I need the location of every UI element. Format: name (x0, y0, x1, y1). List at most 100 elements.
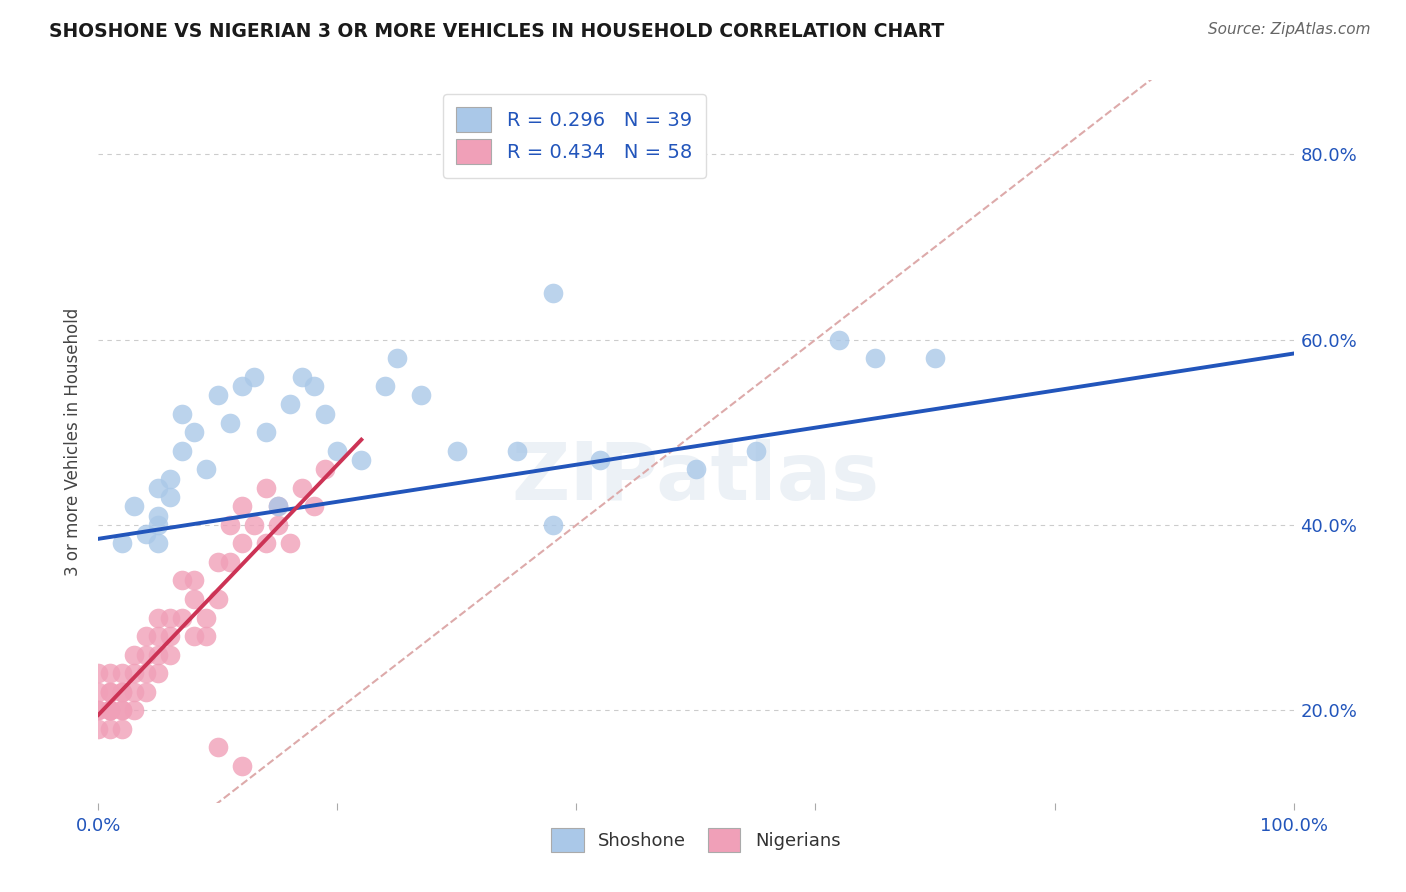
Point (98, 703, 122, 717)
Point (183, 592, 205, 607)
Point (98, 666, 122, 681)
Point (172, 574, 194, 588)
Point (278, 397, 301, 411)
Point (924, 351, 946, 366)
Point (159, 629, 181, 643)
Point (135, 666, 157, 681)
Point (302, 379, 325, 393)
Point (254, 425, 277, 440)
Point (87, 703, 110, 717)
Point (745, 443, 768, 458)
Point (506, 443, 529, 458)
Point (124, 666, 146, 681)
Point (148, 508, 170, 523)
Point (219, 555, 242, 569)
Point (231, 758, 253, 772)
Point (98, 703, 122, 717)
Legend: Shoshone, Nigerians: Shoshone, Nigerians (544, 822, 848, 859)
Point (98, 684, 122, 698)
Point (111, 684, 134, 698)
Point (124, 500, 146, 514)
Point (207, 592, 229, 607)
Point (315, 407, 337, 421)
Point (111, 536, 134, 550)
Point (172, 443, 194, 458)
Point (124, 648, 146, 662)
Point (135, 648, 157, 662)
Point (411, 388, 433, 402)
Point (148, 481, 170, 495)
Point (231, 500, 253, 514)
Point (446, 443, 468, 458)
Point (111, 684, 134, 698)
Point (87, 684, 110, 698)
Point (291, 369, 314, 384)
Point (374, 379, 396, 393)
Point (267, 500, 290, 514)
Point (589, 453, 612, 467)
Point (195, 610, 218, 624)
Point (626, 120, 648, 134)
Point (243, 369, 266, 384)
Point (148, 517, 170, 532)
Point (541, 286, 564, 301)
Point (87, 666, 110, 681)
Point (159, 648, 181, 662)
Point (219, 517, 242, 532)
Point (183, 629, 205, 643)
Point (865, 351, 887, 366)
Point (111, 703, 134, 717)
Point (148, 648, 170, 662)
Point (541, 517, 564, 532)
Point (231, 379, 253, 393)
Point (195, 462, 218, 476)
Point (135, 527, 157, 541)
Point (231, 536, 253, 550)
Point (254, 536, 277, 550)
Point (302, 500, 325, 514)
Point (195, 629, 218, 643)
Point (385, 351, 409, 366)
Point (159, 472, 181, 486)
Point (291, 481, 314, 495)
Text: SHOSHONE VS NIGERIAN 3 OR MORE VEHICLES IN HOUSEHOLD CORRELATION CHART: SHOSHONE VS NIGERIAN 3 OR MORE VEHICLES … (49, 22, 945, 41)
Point (172, 407, 194, 421)
Point (111, 703, 134, 717)
Point (148, 610, 170, 624)
Point (111, 722, 134, 736)
Point (685, 462, 707, 476)
Point (87, 722, 110, 736)
Point (98, 703, 122, 717)
Point (828, 333, 851, 347)
Point (183, 425, 205, 440)
Point (254, 481, 277, 495)
Point (219, 416, 242, 430)
Text: ZIPatlas: ZIPatlas (512, 439, 880, 516)
Point (267, 517, 290, 532)
Point (278, 536, 301, 550)
Y-axis label: 3 or more Vehicles in Household: 3 or more Vehicles in Household (65, 308, 83, 575)
Point (243, 517, 266, 532)
Point (148, 666, 170, 681)
Point (135, 629, 157, 643)
Point (315, 462, 337, 476)
Point (207, 555, 229, 569)
Point (326, 443, 349, 458)
Point (124, 684, 146, 698)
Point (124, 703, 146, 717)
Point (111, 666, 134, 681)
Point (207, 388, 229, 402)
Point (159, 490, 181, 504)
Point (148, 629, 170, 643)
Point (267, 500, 290, 514)
Point (148, 536, 170, 550)
Point (135, 684, 157, 698)
Point (350, 453, 373, 467)
Point (207, 740, 229, 755)
Point (98, 684, 122, 698)
Point (87, 703, 110, 717)
Point (98, 703, 122, 717)
Point (159, 610, 181, 624)
Point (98, 722, 122, 736)
Text: Source: ZipAtlas.com: Source: ZipAtlas.com (1208, 22, 1371, 37)
